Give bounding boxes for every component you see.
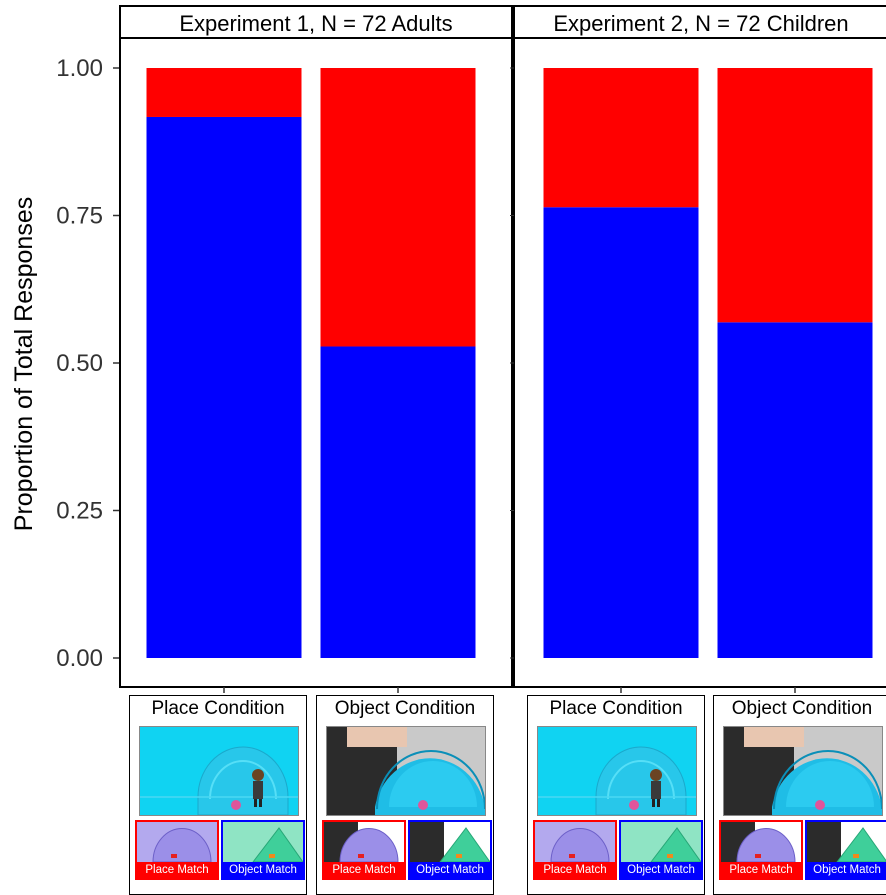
bar-place-match — [717, 68, 873, 323]
place-match-label: Place Match — [137, 862, 217, 878]
place-match-thumbnail: Place Match — [533, 820, 617, 880]
condition-card-place: Place Condition Place Match Object Match — [527, 695, 705, 895]
object-match-thumbnail: Object Match — [805, 820, 886, 880]
bar-place-match — [146, 68, 302, 117]
condition-card-title: Place Condition — [549, 698, 683, 719]
condition-card-object: Object Condition Place Match Object Match — [713, 695, 886, 895]
object-match-label: Object Match — [807, 862, 886, 878]
facet-panel-2: Experiment 2, N = 72 Children — [513, 5, 886, 693]
y-axis-label: Proportion of Total Responses — [10, 197, 38, 531]
place-match-label: Place Match — [721, 862, 801, 878]
condition-card-title: Place Condition — [151, 698, 285, 719]
facet-panel-1: Experiment 1, N = 72 Adults — [119, 5, 513, 693]
y-tick-label: 0.50 — [56, 350, 103, 377]
object-scene-illustration — [326, 726, 486, 816]
y-tick-label: 1.00 — [56, 55, 103, 82]
condition-card-object: Object Condition Place Match Object Match — [316, 695, 494, 895]
object-match-thumbnail: Object Match — [408, 820, 492, 880]
facet-title: Experiment 1, N = 72 Adults — [179, 11, 452, 36]
bar-object-match — [146, 116, 302, 659]
object-match-label: Object Match — [410, 862, 490, 878]
object-match-label: Object Match — [621, 862, 701, 878]
condition-card-title: Object Condition — [731, 698, 873, 719]
place-match-thumbnail: Place Match — [322, 820, 406, 880]
place-scene-illustration — [537, 726, 697, 816]
bar-object-match — [717, 322, 873, 658]
facet-strip — [119, 5, 513, 39]
object-match-thumbnail: Object Match — [221, 820, 305, 880]
object-match-label: Object Match — [223, 862, 303, 878]
place-scene-illustration — [139, 726, 299, 816]
object-scene-illustration — [723, 726, 883, 816]
place-match-label: Place Match — [535, 862, 615, 878]
place-match-thumbnail: Place Match — [135, 820, 219, 880]
place-match-thumbnail: Place Match — [719, 820, 803, 880]
y-tick-label: 0.75 — [56, 203, 103, 230]
bar-object-match — [543, 207, 699, 659]
bar-place-match — [320, 68, 476, 347]
y-tick-label: 0.00 — [56, 645, 103, 672]
facet-title: Experiment 2, N = 72 Children — [553, 11, 848, 36]
bar-object-match — [320, 346, 476, 658]
condition-card-place: Place Condition Place Match Object Match — [129, 695, 307, 895]
bar-place-match — [543, 68, 699, 208]
place-match-label: Place Match — [324, 862, 404, 878]
y-tick-label: 0.25 — [56, 498, 103, 525]
object-match-thumbnail: Object Match — [619, 820, 703, 880]
condition-card-title: Object Condition — [334, 698, 476, 719]
